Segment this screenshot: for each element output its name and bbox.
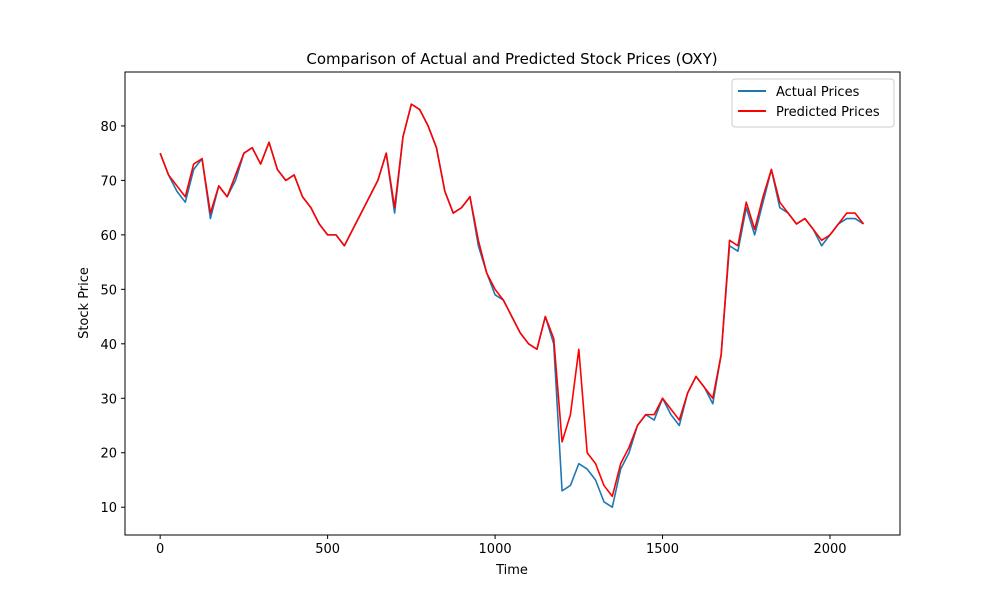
series-line <box>159 103 864 509</box>
x-tick-label: 0 <box>156 542 164 557</box>
series-line <box>159 103 865 498</box>
plot-area <box>159 103 865 509</box>
x-tick-label: 1000 <box>479 542 512 557</box>
chart-title: Comparison of Actual and Predicted Stock… <box>306 50 717 68</box>
legend-label: Actual Prices <box>776 85 860 100</box>
x-tick-label: 1500 <box>646 542 679 557</box>
x-tick-label: 2000 <box>813 542 846 557</box>
y-tick-label: 60 <box>100 229 117 244</box>
legend-label: Predicted Prices <box>776 105 880 120</box>
y-tick-label: 70 <box>100 174 117 189</box>
y-tick-label: 80 <box>100 120 117 135</box>
y-tick-label: 40 <box>100 338 117 353</box>
x-axis-label: Time <box>495 563 528 578</box>
y-tick-label: 10 <box>100 501 117 516</box>
y-tick-label: 30 <box>100 392 117 407</box>
y-tick-label: 50 <box>100 283 117 298</box>
legend: Actual Prices Predicted Prices <box>731 78 895 128</box>
legend-box <box>731 78 895 128</box>
plot-frame <box>124 71 901 536</box>
x-tick-label: 500 <box>315 542 340 557</box>
y-tick-label: 20 <box>100 447 117 462</box>
y-axis-label: Stock Price <box>77 267 92 339</box>
